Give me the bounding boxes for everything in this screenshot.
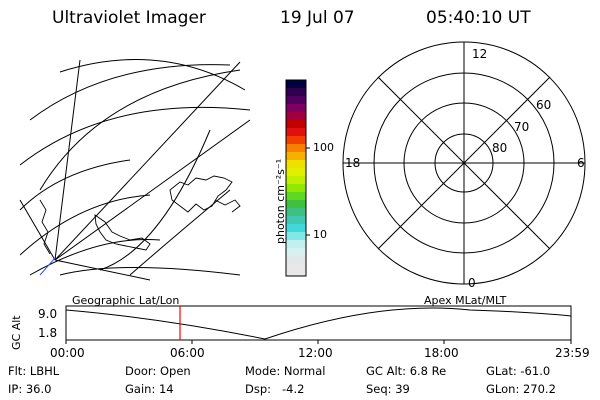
polar-label-18: 18 — [345, 156, 361, 170]
colorbar-unit-label: photon cm⁻²s⁻¹ — [274, 158, 287, 244]
geographic-map — [19, 59, 251, 281]
polar-ring-60: 60 — [536, 98, 552, 112]
polar-plot — [342, 41, 586, 285]
orbit-x-tick: 23:59 — [555, 346, 590, 360]
polar-label-12: 12 — [472, 47, 488, 61]
polar-ring-70: 70 — [514, 120, 530, 134]
orbit-x-tick: 00:00 — [50, 346, 85, 360]
orbit-x-tick: 06:00 — [170, 346, 205, 360]
polar-label-6: 6 — [577, 156, 585, 170]
dsp-value: Dsp: -4.2 — [245, 382, 305, 396]
polar-label-0: 0 — [468, 276, 476, 290]
mode-value: Mode: Normal — [245, 364, 326, 378]
instrument-title: Ultraviolet Imager — [52, 8, 206, 28]
orbit-left-label: Geographic Lat/Lon — [72, 294, 180, 307]
orbit-y-top: 9.0 — [38, 307, 58, 321]
orbit-y-axis-title: GC Alt — [10, 315, 23, 350]
orbit-x-tick: 12:00 — [298, 346, 333, 360]
orbit-panel — [65, 305, 572, 344]
colorbar-tick-10: 10 — [313, 228, 327, 241]
spacecraft-direction-line — [39, 257, 56, 276]
gain-value: Gain: 14 — [125, 382, 174, 396]
ip-value: IP: 36.0 — [8, 382, 52, 396]
orbit-y-bottom: 1.8 — [38, 326, 58, 340]
glat-value: GLat: -61.0 — [486, 364, 551, 378]
colorbar — [285, 79, 310, 277]
time-label: 05:40:10 UT — [426, 8, 531, 28]
gc-alt-value: GC Alt: 6.8 Re — [366, 364, 447, 378]
polar-ring-80: 80 — [492, 141, 508, 155]
orbit-right-label: Apex MLat/MLT — [424, 294, 507, 307]
filter-value: Flt: LBHL — [8, 364, 60, 378]
seq-value: Seq: 39 — [366, 382, 410, 396]
colorbar-tick-100: 100 — [313, 141, 334, 154]
date-label: 19 Jul 07 — [280, 8, 355, 28]
door-value: Door: Open — [125, 364, 191, 378]
orbit-x-tick: 18:00 — [424, 346, 459, 360]
glon-value: GLon: 270.2 — [486, 382, 556, 396]
